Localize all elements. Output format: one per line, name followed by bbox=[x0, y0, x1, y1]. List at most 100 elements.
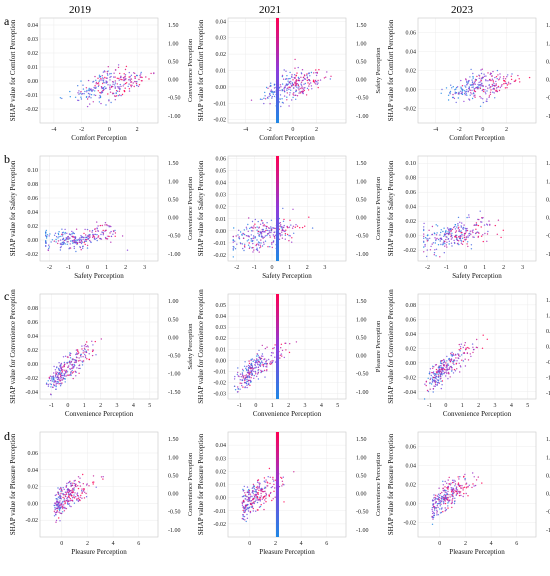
scatter-point bbox=[253, 370, 255, 372]
scatter-point bbox=[472, 236, 474, 238]
scatter-point bbox=[286, 78, 288, 80]
scatter-point bbox=[435, 378, 437, 380]
scatter-point bbox=[448, 229, 451, 231]
scatter-point bbox=[435, 501, 437, 503]
scatter-point bbox=[281, 83, 284, 85]
scatter-point bbox=[66, 238, 69, 240]
x-tick-label: 3 bbox=[143, 265, 146, 271]
scatter-point bbox=[269, 85, 271, 88]
scatter-point bbox=[239, 373, 242, 375]
scatter-point bbox=[447, 99, 450, 101]
scatter-point bbox=[481, 347, 484, 349]
scatter-point bbox=[431, 516, 433, 519]
scatter-point bbox=[460, 92, 462, 95]
scatter-point bbox=[246, 491, 248, 493]
scatter-point bbox=[250, 226, 252, 229]
scatter-point bbox=[265, 479, 267, 481]
scatter-point bbox=[442, 230, 444, 233]
scatter-point bbox=[85, 351, 87, 354]
panel-d-2021: 0 2 4 6-0.02-0.010.000.010.020.030.04Pleasu… bbox=[197, 431, 382, 556]
scatter-point bbox=[71, 233, 73, 235]
scatter-point bbox=[429, 368, 432, 370]
scatter-point bbox=[58, 368, 60, 370]
scatter-point bbox=[246, 228, 248, 230]
scatter-point bbox=[239, 382, 241, 384]
scatter-point bbox=[495, 76, 498, 78]
y-tick-label: 0.01 bbox=[28, 65, 39, 71]
scatter-point bbox=[86, 98, 89, 100]
scatter-point bbox=[488, 84, 491, 86]
scatter-point bbox=[51, 376, 54, 378]
scatter-point bbox=[63, 375, 65, 377]
scatter-point bbox=[51, 380, 54, 382]
scatter-point bbox=[281, 349, 284, 352]
scatter-point bbox=[475, 86, 477, 89]
scatter-point bbox=[262, 225, 264, 227]
scatter-point bbox=[445, 492, 448, 494]
x-tick-label: 3 bbox=[521, 265, 524, 271]
scatter-point bbox=[249, 510, 252, 513]
scatter-point bbox=[492, 79, 494, 82]
scatter-point bbox=[62, 369, 64, 371]
scatter-point bbox=[71, 236, 74, 238]
scatter-point bbox=[434, 249, 436, 251]
scatter-point bbox=[82, 490, 85, 492]
scatter-point bbox=[443, 252, 445, 254]
scatter-point bbox=[77, 92, 79, 94]
scatter-point bbox=[435, 381, 437, 383]
scatter-point bbox=[483, 73, 485, 75]
scatter-point bbox=[318, 69, 320, 71]
scatter-point bbox=[447, 233, 450, 236]
scatter-point bbox=[114, 99, 117, 101]
scatter-point bbox=[280, 476, 282, 479]
x-tick-label: 2 bbox=[124, 265, 127, 271]
scatter-point bbox=[452, 86, 454, 88]
scatter-point bbox=[125, 65, 128, 68]
scatter-point bbox=[79, 367, 81, 370]
scatter-point bbox=[110, 241, 112, 243]
scatter-point bbox=[447, 238, 450, 240]
scatter-point bbox=[257, 493, 259, 495]
scatter-point bbox=[460, 232, 462, 234]
scatter-point bbox=[249, 227, 251, 230]
scatter-point bbox=[259, 500, 261, 502]
scatter-point bbox=[460, 239, 462, 241]
scatter-point bbox=[266, 481, 268, 483]
scatter-point bbox=[128, 88, 131, 90]
scatter-point bbox=[84, 351, 86, 353]
scatter-point bbox=[455, 235, 457, 237]
scatter-point bbox=[447, 363, 449, 365]
scatter-point bbox=[455, 236, 457, 238]
scatter-point bbox=[455, 362, 458, 365]
x-tick-label: 6 bbox=[137, 541, 140, 547]
scatter-point bbox=[269, 476, 271, 478]
scatter-point bbox=[264, 95, 266, 97]
scatter-point bbox=[489, 223, 491, 226]
scatter-point bbox=[272, 498, 274, 500]
year-header-2019: 2019 bbox=[69, 4, 92, 16]
scatter-point bbox=[73, 236, 76, 238]
scatter-point bbox=[299, 92, 302, 94]
scatter-point bbox=[271, 243, 273, 245]
scatter-point bbox=[77, 360, 80, 362]
scatter-point bbox=[60, 492, 62, 495]
scatter-point bbox=[315, 74, 318, 77]
scatter-point bbox=[61, 228, 63, 230]
scatter-point bbox=[258, 369, 260, 371]
scatter-point bbox=[468, 216, 470, 218]
scatter-point bbox=[69, 483, 72, 485]
scatter-point bbox=[82, 352, 84, 354]
scatter-point bbox=[436, 495, 439, 497]
scatter-point bbox=[260, 371, 263, 373]
scatter-point bbox=[251, 363, 253, 365]
scatter-point bbox=[431, 371, 433, 374]
scatter-point bbox=[263, 369, 266, 372]
scatter-point bbox=[470, 355, 472, 358]
y-tick-label: 0.02 bbox=[216, 205, 227, 211]
scatter-point bbox=[482, 85, 484, 87]
scatter-point bbox=[435, 255, 437, 257]
scatter-point bbox=[89, 236, 91, 238]
scatter-point bbox=[294, 81, 296, 83]
scatter-point bbox=[84, 343, 87, 346]
scatter-point bbox=[286, 233, 289, 236]
